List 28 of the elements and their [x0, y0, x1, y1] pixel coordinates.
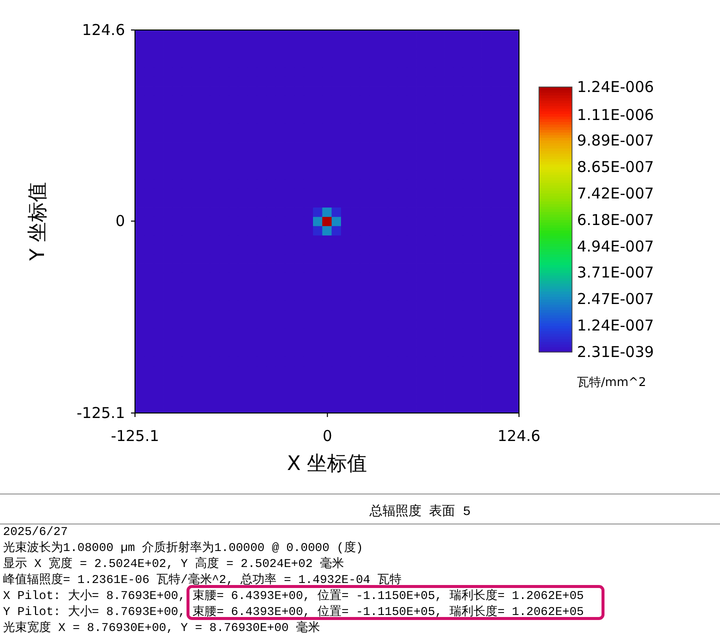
- text: 总辐照度 表面 5: [368, 503, 471, 519]
- text: 光束宽度 X = 8.76930E+00, Y = 8.76930E+00 毫米: [3, 620, 320, 633]
- text: 显示 X 宽度 = 2.5024E+02, Y 高度 = 2.5024E+02 毫米: [3, 556, 344, 571]
- color-bar-label: 9.89E-007: [577, 132, 654, 150]
- x-axis-title: X 坐标值: [286, 451, 368, 475]
- text: 光束波长为1.08000 µm 介质折射率为1.00000 @ 0.0000 (度): [3, 540, 364, 555]
- color-bar-label: 7.42E-007: [577, 184, 654, 202]
- color-bar-label: 2.47E-007: [577, 290, 654, 308]
- y-axis-title: Y 坐标值: [25, 182, 49, 262]
- text: 2025/6/27: [3, 525, 68, 539]
- text: 峰值辐照度= 1.2361E-06 瓦特/毫米^2, 总功率 = 1.4932E-04 瓦特: [3, 572, 402, 587]
- color-bar-label: 1.24E-007: [577, 316, 654, 334]
- color-bar-label: 3.71E-007: [577, 264, 654, 282]
- y-tick-label: -125.1: [76, 404, 125, 422]
- color-bar-label: 1.24E-006: [577, 78, 654, 96]
- text: Y Pilot: 大小= 8.7693E+00, 束腰= 6.4393E+00, 位置= -1.1150E+05, 瑞利长度= 1.2062E+05: [3, 604, 584, 619]
- color-bar-title: 瓦特/mm^2: [577, 375, 646, 389]
- color-bar-label: 8.65E-007: [577, 158, 654, 176]
- y-tick-label: 0: [115, 212, 125, 230]
- color-bar-label: 4.94E-007: [577, 237, 654, 256]
- x-tick-label: 0: [322, 427, 332, 445]
- y-tick-label: 124.6: [82, 21, 125, 39]
- x-tick-label: 124.6: [498, 427, 540, 445]
- color-bar-label: 6.18E-007: [577, 210, 654, 229]
- color-bar-label: 1.11E-006: [577, 106, 654, 124]
- x-tick-label: -125.1: [110, 427, 160, 445]
- text: X Pilot: 大小= 8.7693E+00, 束腰= 6.4393E+00, 位置= -1.1150E+05, 瑞利长度= 1.2062E+05: [3, 588, 584, 603]
- color-bar-label: 2.31E-039: [577, 343, 654, 361]
